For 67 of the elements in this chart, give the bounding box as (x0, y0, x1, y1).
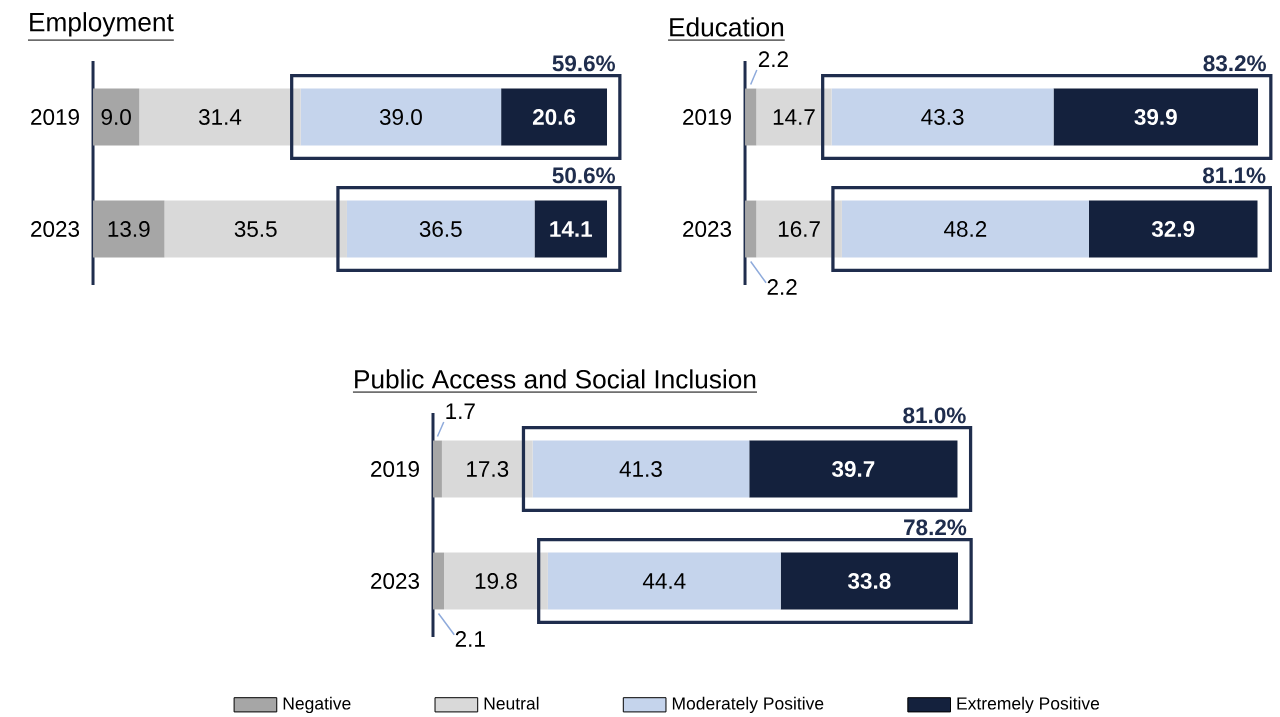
y-tick-label: 2023 (371, 573, 420, 589)
annotation: 59.6% (552, 55, 615, 72)
bar (745, 200, 757, 258)
y-tick-label: 2023 (683, 221, 732, 237)
y-tick-label: 2019 (31, 109, 79, 125)
bar (346, 200, 535, 258)
data-label: 9.0 (101, 109, 131, 125)
bar (300, 88, 502, 146)
data-label: 33.8 (847, 573, 891, 589)
bar (1053, 88, 1259, 146)
annotation: 81.0% (903, 407, 966, 424)
annotation: 83.2% (1203, 55, 1266, 72)
y-tick-label: 2019 (371, 461, 419, 477)
bar (547, 552, 781, 610)
data-label: 44.4 (642, 573, 686, 589)
data-label: 36.5 (419, 221, 462, 237)
data-label: 14.7 (773, 109, 815, 125)
annotation: 50.6% (552, 167, 615, 184)
chart-title: Employment (30, 12, 174, 37)
data-label: 17.3 (467, 461, 509, 477)
y-tick-label: 2023 (31, 221, 80, 237)
data-label: 2.2 (767, 279, 797, 295)
y-tick-label: 2019 (683, 109, 731, 125)
bar (433, 440, 442, 498)
legend-label: Moderately Positive (672, 696, 824, 714)
bar (841, 200, 1089, 258)
data-label: 32.9 (1151, 221, 1195, 237)
chart-title: Education (670, 17, 784, 37)
data-label: 35.5 (234, 221, 277, 237)
bar (433, 552, 445, 610)
chart-title: Public Access and Social Inclusion (355, 369, 756, 389)
bar (532, 440, 750, 498)
bar (139, 88, 301, 146)
data-label: 39.9 (1134, 109, 1177, 125)
bar (501, 88, 608, 146)
data-label: 14.1 (550, 221, 593, 237)
data-label: 31.4 (198, 109, 242, 125)
data-label: 16.7 (778, 221, 820, 237)
data-label: 2.2 (758, 51, 788, 67)
legend-label: Extremely Positive (957, 696, 1100, 714)
annotation: 78.2% (904, 519, 967, 536)
annotation: 81.1% (1203, 167, 1266, 184)
bar (534, 200, 608, 258)
bar (780, 552, 958, 610)
bar (756, 200, 842, 258)
legend-label: Neutral (484, 696, 539, 710)
bar (749, 440, 958, 498)
data-label: 1.7 (446, 403, 475, 419)
legend-label: Negative (283, 696, 351, 714)
bar (441, 440, 533, 498)
data-label: 20.6 (532, 109, 576, 125)
bar (164, 200, 347, 258)
data-label: 19.8 (475, 573, 517, 589)
bar (93, 200, 165, 258)
data-label: 39.7 (831, 461, 875, 477)
bar (756, 88, 832, 146)
data-label: 48.2 (944, 221, 987, 237)
data-label: 39.0 (379, 109, 422, 125)
bar (93, 88, 140, 146)
data-label: 2.1 (455, 631, 485, 647)
bar (444, 552, 548, 610)
data-label: 13.9 (108, 221, 150, 237)
bar (1088, 200, 1258, 258)
bar (745, 88, 757, 146)
data-label: 43.3 (921, 109, 964, 125)
bar (831, 88, 1054, 146)
data-label: 41.3 (619, 461, 662, 477)
